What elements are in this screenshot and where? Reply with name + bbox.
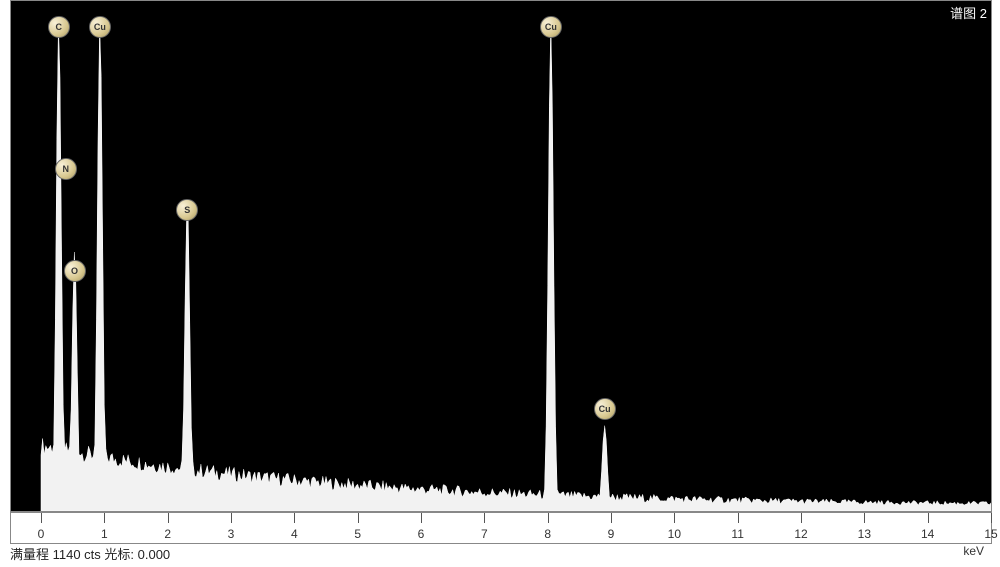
- x-tick: [928, 513, 929, 523]
- peak-marker-cu: Cu: [540, 16, 562, 38]
- x-tick-label: 1: [101, 527, 108, 541]
- x-tick: [231, 513, 232, 523]
- x-tick-label: 13: [858, 527, 871, 541]
- x-tick: [104, 513, 105, 523]
- peak-marker-o: O: [64, 260, 86, 282]
- eds-spectrum-window: 谱图 2 CNOCuSCuCu 0123456789101112131415 满…: [0, 0, 1000, 567]
- x-tick-label: 14: [921, 527, 934, 541]
- x-tick-label: 15: [984, 527, 997, 541]
- x-tick: [864, 513, 865, 523]
- x-tick-label: 3: [228, 527, 235, 541]
- x-axis-strip: 0123456789101112131415: [10, 512, 992, 544]
- peak-marker-cu: Cu: [594, 398, 616, 420]
- x-tick: [738, 513, 739, 523]
- x-tick: [991, 513, 992, 523]
- x-tick-label: 12: [794, 527, 807, 541]
- x-tick-label: 6: [418, 527, 425, 541]
- x-tick: [611, 513, 612, 523]
- x-tick-label: 10: [668, 527, 681, 541]
- x-tick: [548, 513, 549, 523]
- spectrum-plot-area: 谱图 2 CNOCuSCuCu: [10, 0, 992, 512]
- x-tick: [484, 513, 485, 523]
- x-tick: [41, 513, 42, 523]
- x-tick-label: 5: [354, 527, 361, 541]
- x-tick-label: 4: [291, 527, 298, 541]
- status-bar: 满量程 1140 cts 光标: 0.000: [10, 544, 990, 564]
- peak-marker-n: N: [55, 158, 77, 180]
- x-tick-label: 7: [481, 527, 488, 541]
- x-tick-label: 9: [608, 527, 615, 541]
- x-tick: [294, 513, 295, 523]
- x-tick-label: 2: [164, 527, 171, 541]
- x-axis-unit: keV: [963, 544, 984, 558]
- peak-marker-c: C: [48, 16, 70, 38]
- spectrum-svg: [11, 1, 991, 511]
- x-tick: [168, 513, 169, 523]
- peak-marker-cu: Cu: [89, 16, 111, 38]
- x-tick-label: 0: [38, 527, 45, 541]
- peak-marker-s: S: [176, 199, 198, 221]
- x-tick: [674, 513, 675, 523]
- x-tick: [801, 513, 802, 523]
- x-tick-label: 8: [544, 527, 551, 541]
- x-tick: [358, 513, 359, 523]
- full-scale-cursor-text: 满量程 1140 cts 光标: 0.000: [10, 547, 170, 562]
- x-tick-label: 11: [731, 527, 743, 541]
- x-tick: [421, 513, 422, 523]
